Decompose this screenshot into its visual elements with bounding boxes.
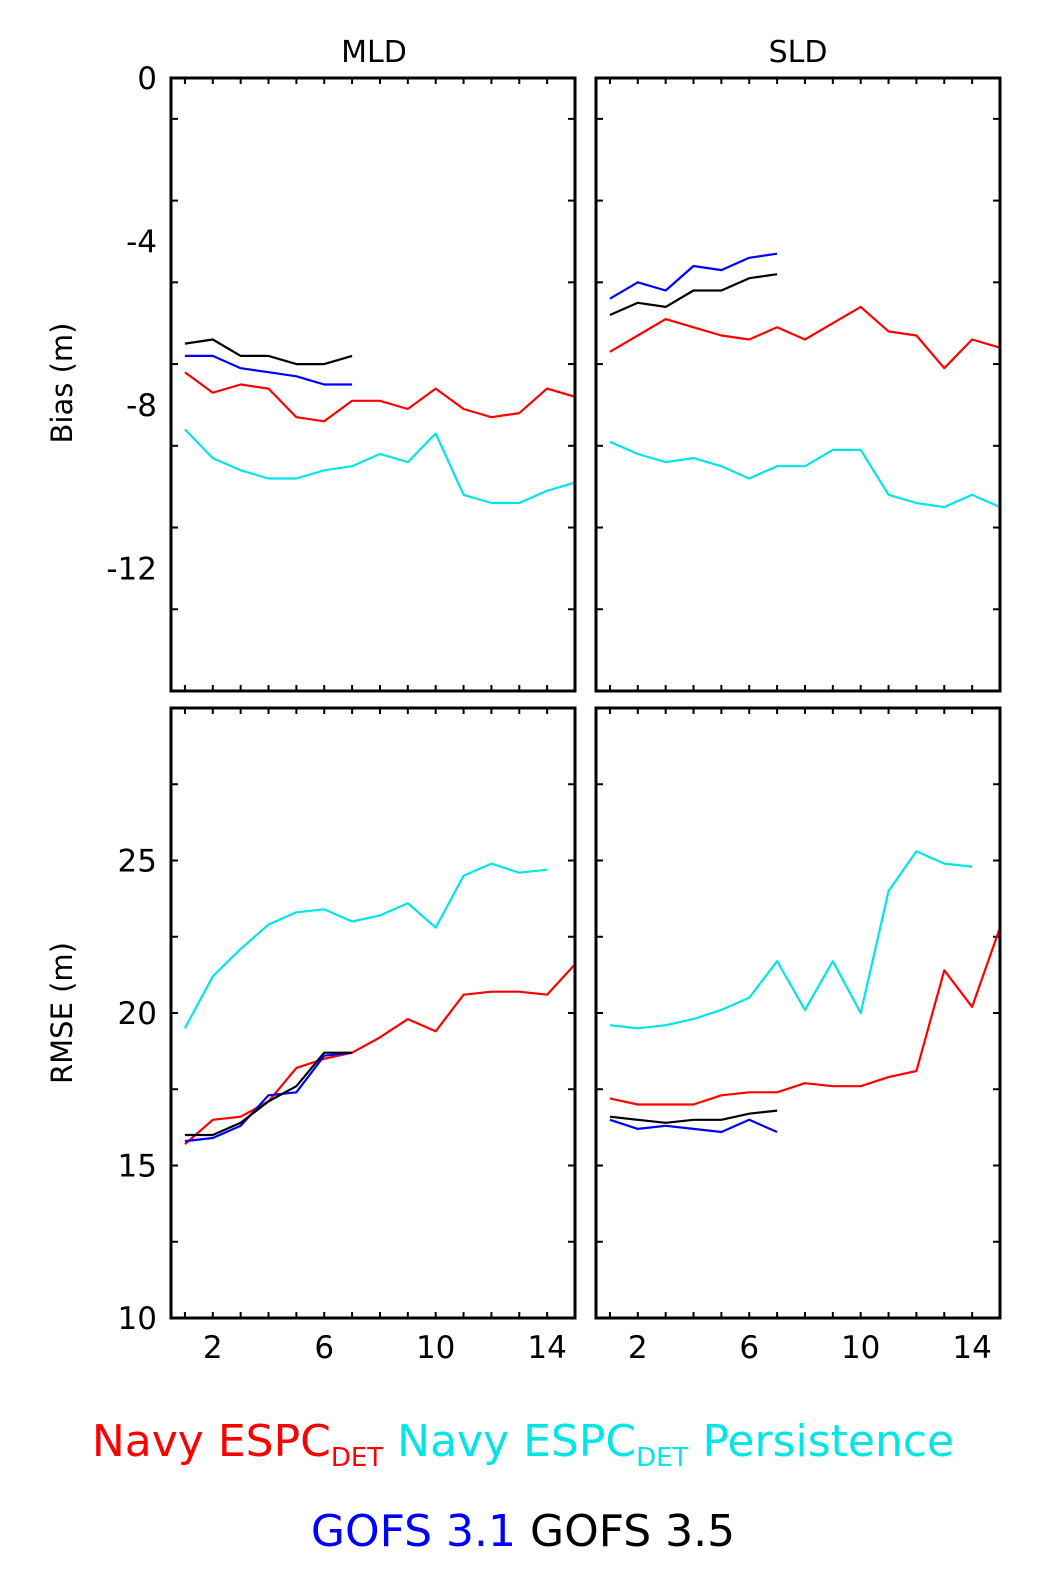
x-tick-label: 6 [314,1330,334,1366]
series-line-navy-espc-det [184,963,575,1146]
panel-frame [169,76,577,693]
y-tick-label: 10 [118,1301,157,1337]
series-line-gofs-3-1 [184,1051,353,1143]
panel-3: 10 15 20 25 2 6 10 14 [118,706,577,1366]
panel-2 [594,76,1002,693]
legend-navy-espc-det: Navy ESPCDET [91,1416,383,1472]
panel-frame [594,706,1002,1320]
series-line-gofs-3-5 [184,338,353,366]
y-tick-label: 25 [118,844,157,880]
legend-suffix: Persistence [688,1416,955,1467]
series-line-navy-espc-det [184,371,575,423]
legend-subscript: DET [330,1443,384,1473]
x-tick-label: 10 [416,1330,455,1366]
series-line-gofs-3-1 [184,354,353,386]
y-tick-label: 20 [118,996,157,1032]
y-tick-label: 0 [137,61,157,97]
y-axis-label-rmse: RMSE (m) [45,942,79,1084]
panel-frame [594,76,1002,693]
y-tick-label: -4 [126,224,157,260]
y-tick-label: -8 [126,388,157,424]
y-tick-label: -12 [106,551,157,587]
panel-1: 0 -4 -8 -12 [106,61,577,693]
panels: 0 -4 -8 -12 10 15 20 25 2 6 10 14 2 6 10 14 [106,61,1002,1366]
column-title-mld: MLD [341,35,407,70]
series-line-navy-espc-det-persistence [609,440,1000,509]
x-tick-label: 14 [952,1330,991,1366]
column-title-sld: SLD [769,35,828,70]
x-tick-label: 14 [527,1330,566,1366]
x-tick-label: 6 [739,1330,759,1366]
series-line-gofs-3-5 [609,1109,778,1124]
series-line-gofs-3-5 [184,1051,353,1137]
legend-row-2: GOFS 3.1 GOFS 3.5 [0,1510,1046,1554]
x-tick-label: 2 [628,1330,648,1366]
legend-gofs-3-5: GOFS 3.5 [530,1506,736,1557]
legend-navy-espc-det-persistence: Navy ESPCDET Persistence [397,1416,955,1472]
series-line-gofs-3-1 [609,252,778,300]
panel-4: 2 6 10 14 [594,706,1002,1366]
series-line-navy-espc-det-persistence [184,428,575,505]
legend-label: Navy ESPC [397,1416,637,1467]
series-line-navy-espc-det [609,305,1000,370]
legend-gofs-3-1: GOFS 3.1 [310,1506,516,1557]
panel-frame [169,706,577,1320]
legend-row-1: Navy ESPCDET Navy ESPCDET Persistence [0,1420,1046,1472]
series-line-gofs-3-5 [609,273,778,317]
legend-label: Navy ESPC [91,1416,331,1467]
series-line-navy-espc-det [609,927,1000,1106]
series-line-navy-espc-det-persistence [183,862,548,1029]
y-axis-label-bias: Bias (m) [45,323,79,444]
legend-subscript: DET [636,1443,689,1473]
series-line-gofs-3-1 [609,1118,778,1134]
x-tick-label: 2 [203,1330,223,1366]
series-line-navy-espc-det-persistence [609,850,973,1030]
y-tick-label: 15 [118,1149,157,1185]
x-tick-label: 10 [841,1330,880,1366]
